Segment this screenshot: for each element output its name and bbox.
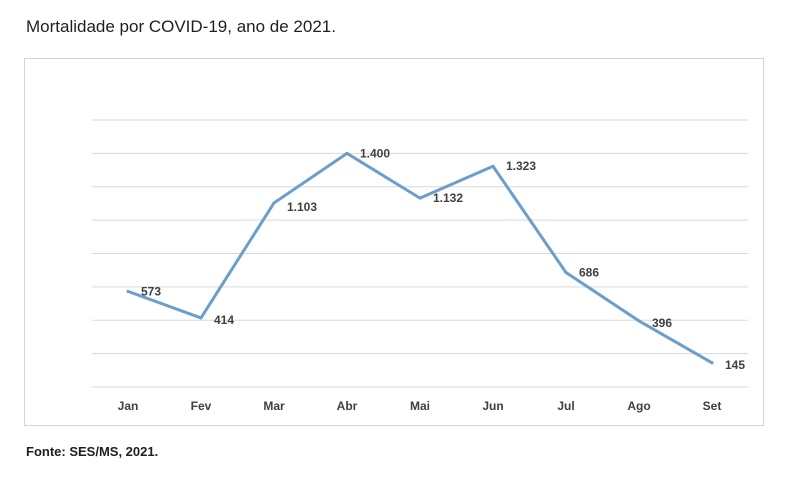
x-tick-label: Set	[703, 399, 722, 413]
x-tick-label: Fev	[191, 399, 212, 413]
data-label: 145	[725, 358, 745, 372]
x-tick-label: Jul	[557, 399, 574, 413]
data-point	[491, 164, 495, 168]
series-line	[126, 151, 714, 365]
data-label: 1.400	[360, 146, 390, 160]
source-note: Fonte: SES/MS, 2021.	[26, 444, 159, 459]
chart-frame	[24, 58, 764, 426]
data-point	[199, 316, 203, 320]
data-point	[126, 289, 130, 293]
x-tick-label: Jan	[118, 399, 139, 413]
chart-title: Mortalidade por COVID-19, ano de 2021.	[26, 17, 336, 36]
data-label: 414	[214, 313, 234, 327]
data-point	[564, 271, 568, 275]
data-point	[418, 196, 422, 200]
data-label: 396	[652, 316, 672, 330]
x-tick-label: Mar	[263, 399, 285, 413]
data-point	[272, 201, 276, 205]
x-tick-label: Ago	[627, 399, 650, 413]
x-tick-label: Mai	[410, 399, 430, 413]
x-tick-label: Jun	[482, 399, 503, 413]
data-label: 1.132	[433, 191, 463, 205]
data-point	[345, 151, 349, 155]
data-label: 1.103	[287, 200, 317, 214]
data-label: 573	[141, 284, 161, 298]
x-tick-label: Abr	[337, 399, 358, 413]
data-label: 686	[579, 266, 599, 280]
data-label: 1.323	[506, 159, 536, 173]
data-point	[637, 319, 641, 323]
data-point	[710, 361, 714, 365]
